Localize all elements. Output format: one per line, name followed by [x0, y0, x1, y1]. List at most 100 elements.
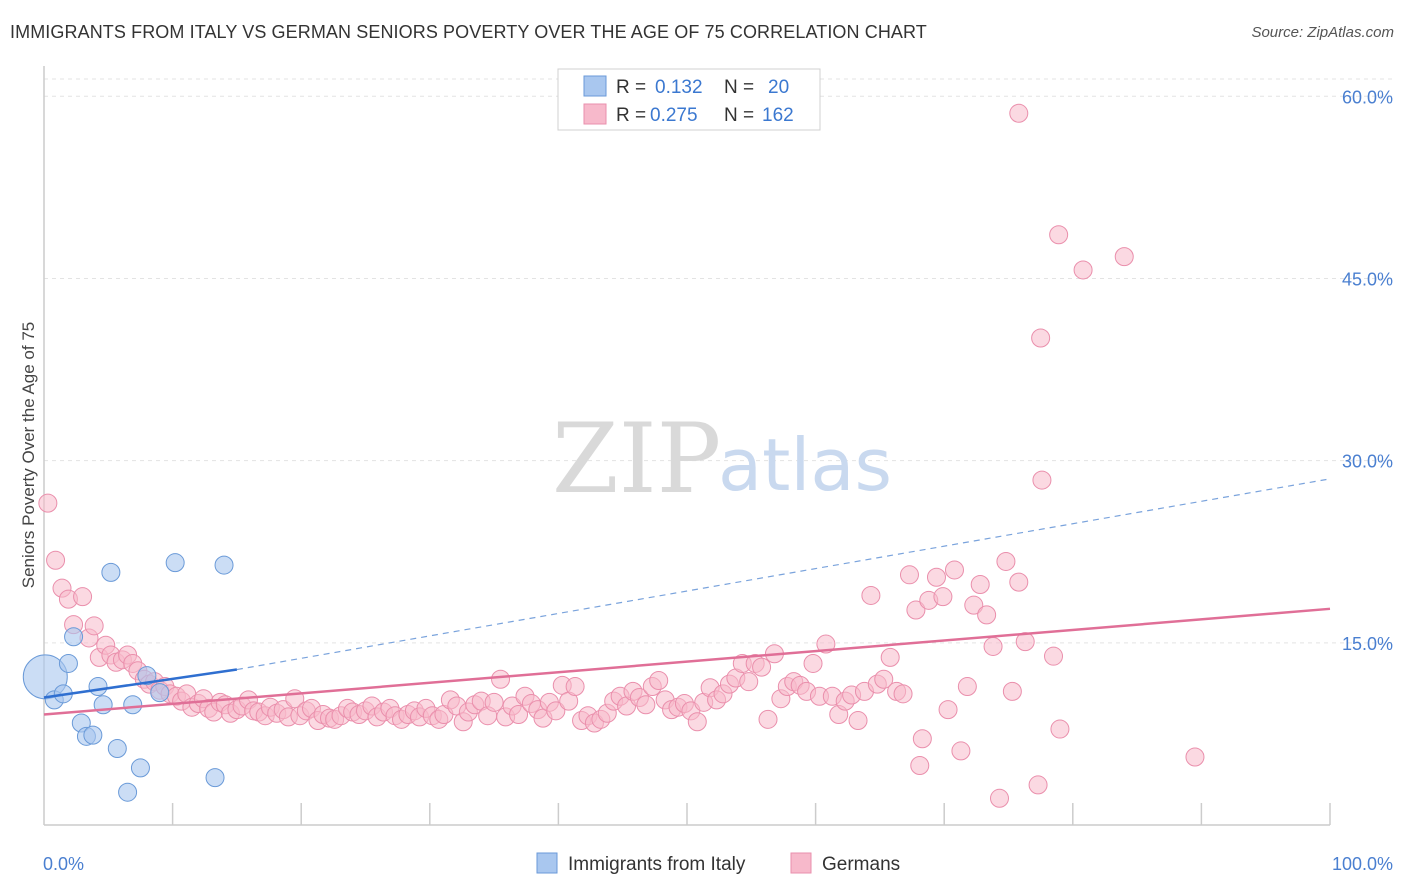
- chart-title: IMMIGRANTS FROM ITALY VS GERMAN SENIORS …: [10, 22, 927, 42]
- data-point-germans: [964, 595, 984, 615]
- y-tick-label: 45.0%: [1342, 269, 1393, 289]
- data-point-germans: [848, 711, 868, 731]
- data-point-italy: [88, 677, 108, 697]
- legend-n-value-italy: 20: [768, 77, 789, 98]
- data-point-italy: [101, 562, 121, 582]
- x-tick-label: 100.0%: [1332, 854, 1393, 874]
- data-point-germans: [38, 493, 58, 513]
- x-tick-labels: 0.0% 100.0%: [43, 854, 1393, 874]
- data-point-germans: [1028, 775, 1048, 795]
- data-point-italy: [83, 725, 103, 745]
- data-point-italy: [130, 758, 150, 778]
- data-point-germans: [46, 550, 66, 570]
- data-point-germans: [565, 677, 585, 697]
- data-point-italy: [137, 666, 157, 686]
- data-point-germans: [1031, 328, 1051, 348]
- data-point-germans: [1002, 681, 1022, 701]
- data-point-germans: [899, 565, 919, 585]
- y-axis-label: Seniors Poverty Over the Age of 75: [19, 322, 38, 588]
- legend-swatch-italy: [583, 75, 607, 97]
- data-point-germans: [861, 585, 881, 605]
- data-point-germans: [509, 704, 529, 724]
- y-tick-labels: 15.0% 30.0% 45.0% 60.0%: [1342, 87, 1393, 654]
- data-point-italy: [150, 683, 170, 703]
- data-point-germans: [1050, 719, 1070, 739]
- trend-line-italy: [43, 668, 238, 699]
- data-point-germans: [491, 669, 511, 689]
- data-point-germans: [816, 634, 836, 654]
- data-point-germans: [989, 788, 1009, 808]
- legend-n-label-italy: N =: [724, 77, 754, 98]
- series-italy: [22, 553, 234, 802]
- data-point-germans: [1073, 260, 1093, 280]
- data-point-germans: [983, 636, 1003, 656]
- bottom-legend-label-italy: Immigrants from Italy: [568, 854, 746, 875]
- legend-swatch-germans: [583, 103, 607, 125]
- watermark-atlas: atlas: [718, 423, 892, 507]
- legend-n-value-germans: 162: [762, 105, 794, 126]
- data-point-germans: [1185, 747, 1205, 767]
- data-point-italy: [118, 782, 138, 802]
- trend-line-germans: [43, 607, 1331, 716]
- data-point-italy: [123, 695, 143, 715]
- data-point-germans: [73, 587, 93, 607]
- data-point-germans: [758, 709, 778, 729]
- data-point-italy: [107, 738, 127, 758]
- data-point-italy: [58, 653, 78, 673]
- bottom-legend-swatch-italy: [536, 852, 558, 874]
- data-point-germans: [957, 677, 977, 697]
- data-point-germans: [926, 567, 946, 587]
- bottom-legend: Immigrants from Italy Germans: [536, 852, 900, 875]
- y-tick-label: 60.0%: [1342, 87, 1393, 107]
- data-point-germans: [880, 647, 900, 667]
- data-point-germans: [1009, 103, 1029, 123]
- data-point-germans: [874, 669, 894, 689]
- y-tick-label: 15.0%: [1342, 634, 1393, 654]
- bottom-legend-swatch-germans: [790, 852, 812, 874]
- x-tick-label: 0.0%: [43, 854, 84, 874]
- data-point-germans: [933, 587, 953, 607]
- data-point-italy: [214, 555, 234, 575]
- data-point-germans: [1032, 470, 1052, 490]
- data-point-germans: [84, 616, 104, 636]
- data-point-germans: [1049, 225, 1069, 245]
- legend-r-value-germans: 0.275: [650, 105, 698, 126]
- legend-r-label-germans: R =: [616, 105, 646, 126]
- trend-line-italy-projection: [236, 478, 1331, 671]
- data-point-germans: [484, 692, 504, 712]
- legend-r-label-italy: R =: [616, 77, 646, 98]
- x-axis-ticks: [171, 803, 1331, 825]
- data-point-germans: [1009, 572, 1029, 592]
- bottom-legend-label-germans: Germans: [822, 854, 900, 875]
- legend: R = 0.132 N = 20 R = 0.275 N = 162: [557, 68, 821, 131]
- data-point-germans: [649, 670, 669, 690]
- gridlines: [44, 78, 1395, 644]
- data-point-germans: [636, 695, 656, 715]
- data-point-germans: [951, 741, 971, 761]
- data-point-germans: [906, 600, 926, 620]
- y-tick-label: 30.0%: [1342, 452, 1393, 472]
- watermark-zip: ZIP: [552, 403, 721, 515]
- data-point-italy: [64, 627, 84, 647]
- legend-r-value-italy: 0.132: [655, 77, 703, 98]
- data-point-germans: [977, 605, 997, 625]
- data-point-germans: [910, 755, 930, 775]
- trend-lines: [43, 478, 1331, 716]
- chart-source: Source: ZipAtlas.com: [1251, 24, 1394, 41]
- data-point-italy: [165, 553, 185, 573]
- data-point-germans: [944, 560, 964, 580]
- data-point-italy: [205, 768, 225, 788]
- data-point-germans: [912, 729, 932, 749]
- data-point-germans: [687, 712, 707, 732]
- data-point-germans: [752, 657, 772, 677]
- data-point-germans: [893, 684, 913, 704]
- data-point-germans: [1114, 247, 1134, 267]
- data-point-germans: [1044, 646, 1064, 666]
- data-point-germans: [803, 653, 823, 673]
- legend-n-label-germans: N =: [724, 105, 754, 126]
- data-point-germans: [970, 575, 990, 595]
- data-point-germans: [546, 701, 566, 721]
- data-point-germans: [739, 672, 759, 692]
- data-point-germans: [996, 551, 1016, 571]
